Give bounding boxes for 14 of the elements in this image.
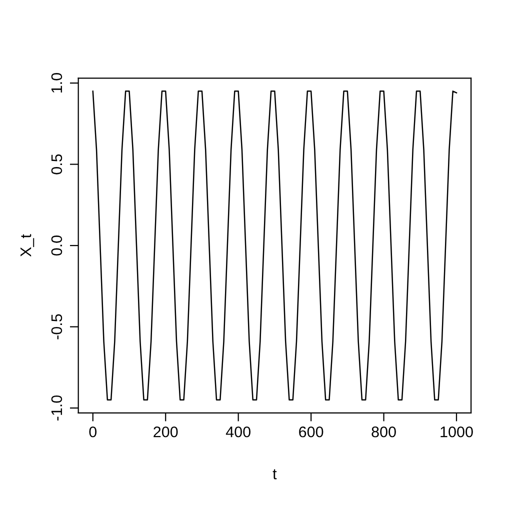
y-tick-label: 0.0 — [51, 236, 62, 256]
y-tick-label: 0.5 — [51, 154, 62, 174]
x-tick-label: 600 — [299, 426, 324, 438]
x-tick-label: 200 — [154, 426, 178, 438]
y-tick-label: -0.5 — [51, 314, 62, 340]
line-series — [92, 90, 458, 401]
y-tick-label: -1.0 — [51, 395, 62, 420]
x-tick-label: 400 — [226, 426, 250, 438]
x-tick-label: 1000 — [440, 426, 473, 438]
x-tick-label: 800 — [372, 426, 396, 438]
x-axis-title: t — [272, 469, 277, 480]
y-tick-label: 1.0 — [51, 73, 62, 93]
x-tick-label: 0 — [89, 426, 97, 438]
y-axis-title: X_t — [20, 234, 34, 257]
